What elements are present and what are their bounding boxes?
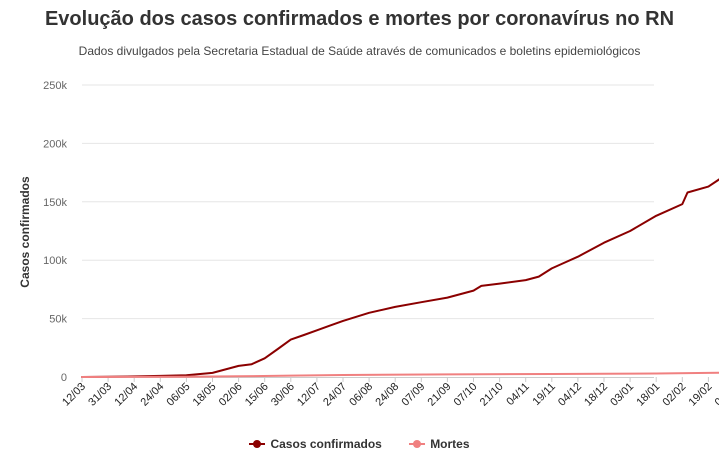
x-axis-ticks: 12/0331/0312/0424/0406/0518/0502/0615/06… (60, 377, 719, 409)
x-tick-label: 09/03 (713, 381, 719, 409)
y-tick-label: 100k (43, 255, 67, 267)
x-tick-label: 06/05 (165, 381, 193, 409)
legend-label: Mortes (430, 437, 470, 451)
x-tick-label: 07/09 (399, 381, 427, 409)
x-tick-label: 02/06 (217, 381, 245, 409)
x-tick-label: 24/08 (373, 381, 401, 409)
x-tick-label: 06/08 (347, 381, 375, 409)
y-tick-label: 50k (49, 314, 67, 326)
series-line-mortes[interactable] (81, 371, 719, 378)
y-tick-label: 150k (43, 197, 67, 209)
y-axis-label: Casos confirmados (18, 176, 32, 288)
x-tick-label: 21/10 (478, 381, 506, 409)
series-lines (81, 115, 719, 378)
x-tick-label: 07/10 (452, 381, 480, 409)
legend-line-marker-icon (249, 439, 266, 449)
x-tick-label: 18/01 (634, 381, 662, 409)
legend-label: Casos confirmados (270, 437, 382, 451)
x-tick-label: 24/04 (138, 381, 166, 409)
x-tick-label: 04/12 (556, 381, 584, 409)
x-tick-label: 19/11 (531, 381, 558, 408)
x-tick-label: 12/07 (295, 381, 323, 409)
chart-subtitle: Dados divulgados pela Secretaria Estadua… (78, 44, 641, 58)
chart-title: Evolução dos casos confirmados e mortes … (44, 8, 675, 30)
x-tick-label: 15/06 (243, 381, 271, 409)
x-tick-label: 04/11 (504, 381, 531, 408)
y-tick-label: 200k (43, 138, 67, 150)
series-line-casos-confirmados[interactable] (81, 115, 719, 378)
x-tick-label: 02/02 (660, 381, 688, 409)
x-tick-label: 12/03 (60, 381, 88, 409)
x-tick-label: 12/04 (112, 381, 140, 409)
y-tick-label: 0 (61, 372, 67, 384)
gridlines (82, 84, 654, 320)
x-tick-label: 31/03 (86, 381, 114, 409)
x-tick-label: 30/06 (269, 381, 297, 409)
x-tick-label: 18/05 (191, 381, 219, 409)
x-tick-label: 24/07 (321, 381, 349, 409)
y-axis-ticks: 0 50k 100k 150k 200k 250k (43, 80, 67, 384)
legend: Casos confirmados Mortes (0, 437, 719, 452)
x-tick-label: 19/02 (687, 381, 715, 409)
legend-item-mortes[interactable]: Mortes (409, 437, 470, 451)
legend-item-casos-confirmados[interactable]: Casos confirmados (249, 437, 382, 451)
legend-swatch-dot (253, 440, 262, 448)
x-tick-label: 21/09 (426, 381, 454, 409)
legend-line-marker-icon (409, 439, 426, 449)
x-tick-label: 18/12 (582, 381, 610, 409)
x-tick-label: 03/01 (608, 381, 636, 409)
legend-swatch-dot (413, 440, 422, 448)
y-tick-label: 250k (43, 80, 67, 92)
